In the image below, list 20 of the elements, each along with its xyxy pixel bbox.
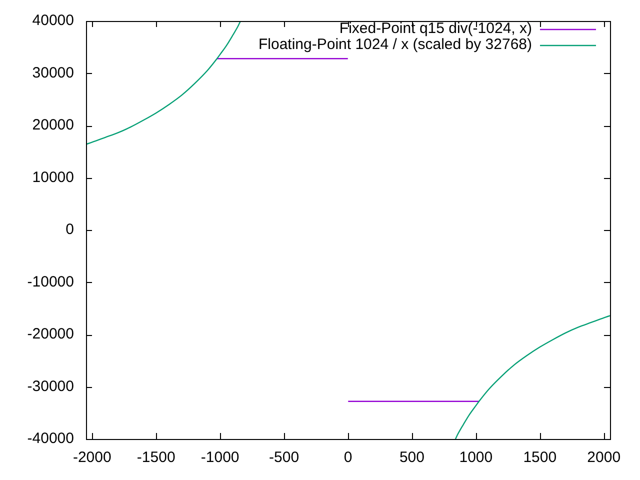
y-tick-label: 30000	[32, 64, 74, 82]
x-tick-label: -500	[269, 449, 300, 466]
x-tick-label: 1500	[523, 449, 557, 466]
y-tick-label: 0	[66, 221, 74, 238]
legend-label: Floating-Point 1024 / x (scaled by 32768)	[258, 36, 532, 54]
x-tick-label: 500	[399, 449, 424, 466]
y-tick-label: 20000	[32, 116, 74, 134]
x-tick-label: -2000	[72, 449, 112, 466]
y-tick-label: -10000	[27, 273, 74, 290]
x-tick-label: 2000	[587, 449, 621, 466]
x-tick-label: 1000	[459, 449, 493, 466]
y-tick-label: 10000	[32, 168, 74, 186]
y-tick-label: 40000	[32, 12, 74, 30]
legend-label: Fixed-Point q15 div(-1024, x)	[339, 20, 532, 38]
x-tick-label: -1500	[136, 449, 176, 466]
x-tick-label: 0	[344, 449, 352, 466]
y-tick-label: -30000	[27, 378, 74, 395]
y-tick-label: -40000	[27, 430, 74, 448]
y-tick-label: -20000	[27, 326, 74, 343]
x-tick-label: -1000	[200, 449, 240, 466]
